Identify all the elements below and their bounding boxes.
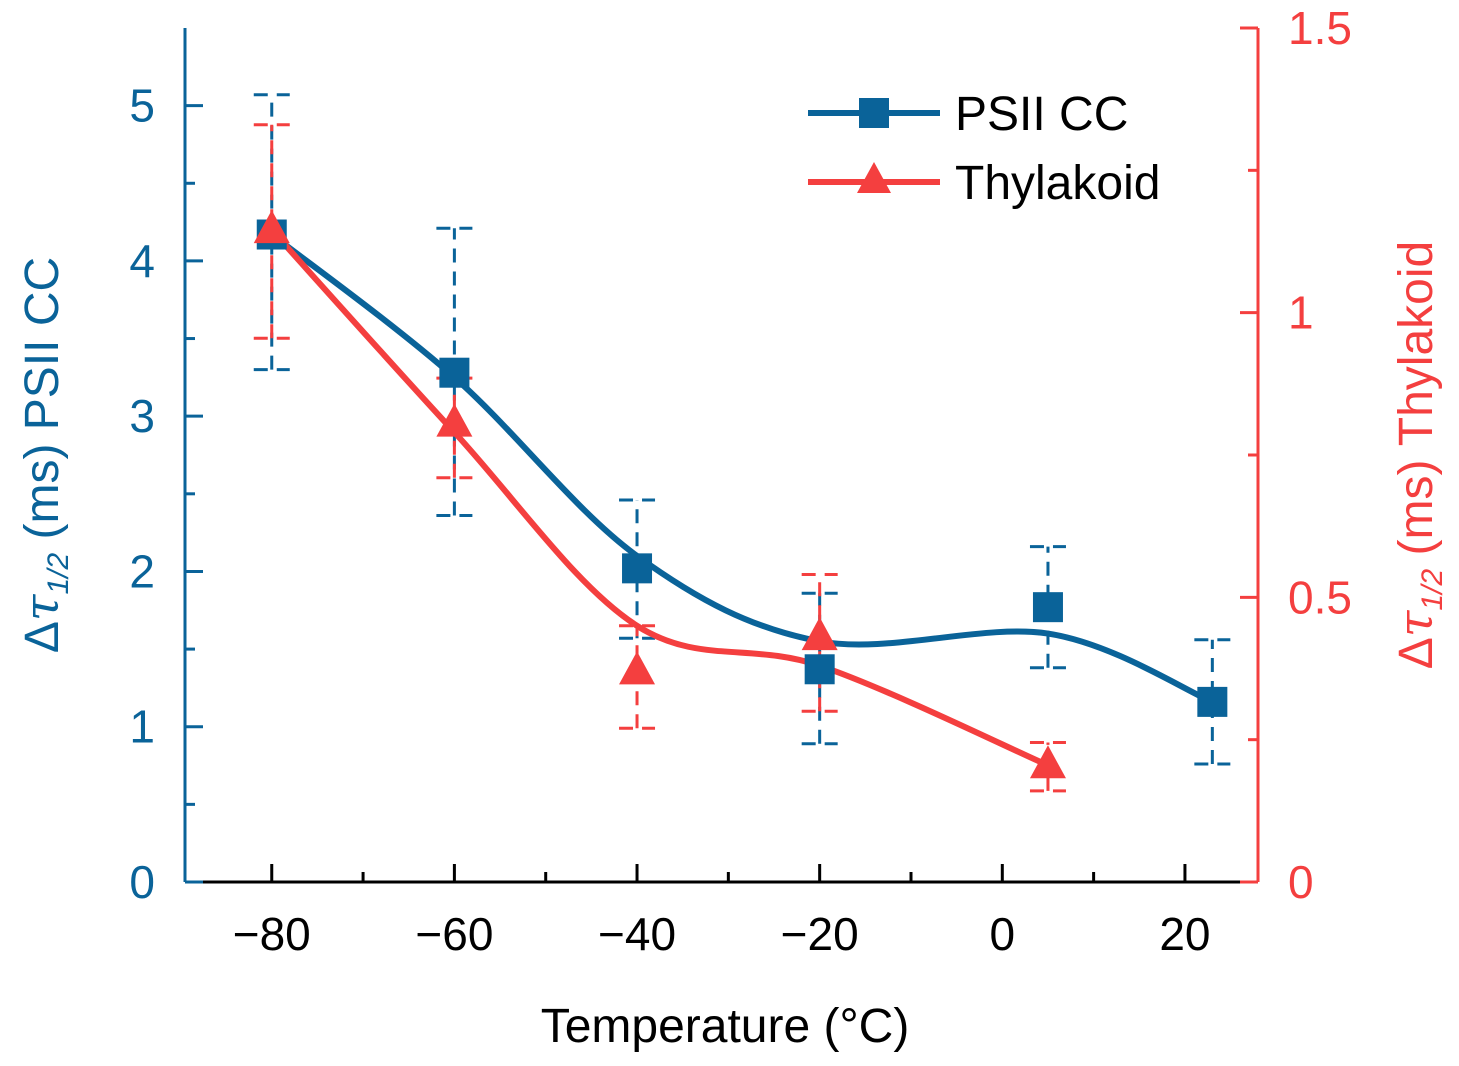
legend-label-thylakoid: Thylakoid [955, 157, 1160, 210]
data-point-thylakoid [801, 617, 838, 651]
data-point-thylakoid [1029, 745, 1066, 779]
y-right-tick-label: 1.5 [1288, 2, 1352, 54]
y-right-axis-title: Δτ1/2 (ms) Thylakoid [1388, 241, 1449, 669]
x-tick-label: 0 [990, 908, 1016, 960]
y-left-delta: Δ [16, 621, 69, 653]
y-left-axis-title: Δτ1/2 (ms) PSII CC [14, 257, 75, 653]
fit-curves [269, 228, 1214, 769]
data-point-psii-cc [1032, 592, 1063, 623]
y-left-tick-label: 2 [129, 545, 155, 597]
data-point-psii-cc [804, 654, 835, 685]
legend-marker-square [859, 98, 889, 128]
y-left-tick-label: 0 [129, 856, 155, 908]
y-right-delta: Δ [1390, 637, 1443, 669]
y-right-tick-label: 1 [1288, 287, 1314, 339]
x-tick-label: −60 [415, 908, 493, 960]
legend-label-psii-cc: PSII CC [955, 88, 1128, 141]
fit-curve-psii-cc [269, 232, 1214, 705]
legend: PSII CC Thylakoid [808, 88, 1160, 210]
x-tick-label: −80 [233, 908, 311, 960]
legend-marker-triangle [857, 162, 891, 193]
y-right-tick-label: 0 [1288, 856, 1314, 908]
y-right-unit-label: (ms) Thylakoid [1390, 241, 1443, 569]
y-left-tau: τ [14, 593, 70, 621]
y-right-tau: τ [1388, 609, 1444, 637]
data-point-psii-cc [439, 357, 470, 388]
y-left-tick-label: 5 [129, 80, 155, 132]
y-left-unit-label: (ms) PSII CC [16, 257, 69, 553]
x-tick-label: −40 [598, 908, 676, 960]
data-markers [253, 210, 1228, 779]
data-point-thylakoid [436, 403, 473, 437]
x-tick-label: −20 [781, 908, 859, 960]
axes: −80 −60 −40 −20 0 20 0 1 2 3 4 5 0 0.5 1 1.5 [129, 2, 1352, 960]
y-left-tick-label: 1 [129, 701, 155, 753]
data-point-psii-cc [1197, 686, 1228, 717]
y-left-tick-label: 3 [129, 390, 155, 442]
y-left-tick-label: 4 [129, 235, 155, 287]
data-point-thylakoid [253, 210, 290, 244]
fit-curve-thylakoid [269, 228, 1050, 769]
data-point-psii-cc [622, 553, 653, 584]
y-right-subscript: 1/2 [1416, 569, 1449, 611]
y-right-tick-label: 0.5 [1288, 571, 1352, 623]
data-point-thylakoid [619, 651, 656, 685]
y-left-subscript: 1/2 [42, 553, 75, 595]
x-axis-title: Temperature (°C) [541, 1000, 910, 1053]
x-tick-label: 20 [1159, 908, 1210, 960]
